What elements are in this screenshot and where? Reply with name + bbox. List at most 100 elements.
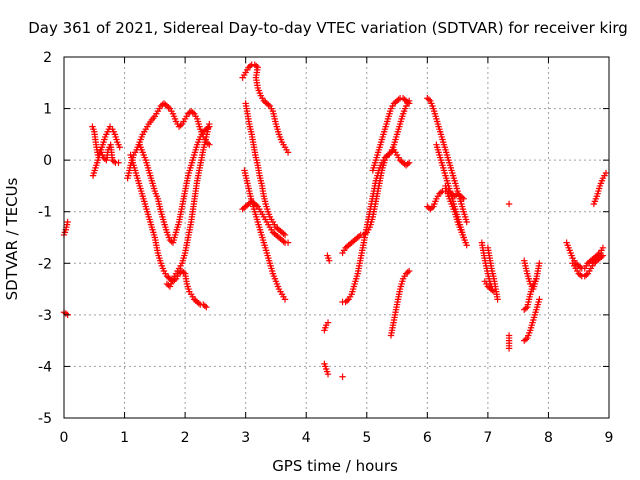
data-point xyxy=(165,104,172,111)
y-tick-label: 2 xyxy=(43,50,52,66)
y-tick-label: -5 xyxy=(38,411,52,427)
data-point xyxy=(326,257,333,264)
data-point xyxy=(536,296,543,303)
data-series-p xyxy=(339,373,346,380)
data-point xyxy=(253,202,260,209)
y-tick-label: -4 xyxy=(38,359,52,375)
y-tick-label: -3 xyxy=(38,308,52,324)
data-point xyxy=(201,302,208,310)
x-tick-label: 6 xyxy=(423,430,432,446)
data-series-a xyxy=(60,218,71,239)
data-series-t xyxy=(387,267,413,339)
data-point xyxy=(362,230,369,237)
data-point xyxy=(404,160,411,168)
data-point xyxy=(356,233,363,240)
data-point xyxy=(324,319,332,326)
chart-title: Day 361 of 2021, Sidereal Day-to-day VTE… xyxy=(28,19,628,37)
plot-frame xyxy=(63,56,610,419)
data-point xyxy=(265,101,272,108)
x-axis-label: GPS time / hours xyxy=(272,457,398,475)
x-tick-label: 9 xyxy=(605,430,614,446)
y-tick-label: -2 xyxy=(38,256,52,272)
data-series-aa xyxy=(481,278,498,295)
data-point xyxy=(533,275,540,282)
x-tick-label: 2 xyxy=(181,430,190,446)
data-point xyxy=(116,144,123,151)
data-point xyxy=(404,269,411,276)
data-point xyxy=(536,260,543,267)
data-series-g xyxy=(136,123,213,246)
y-axis-label: SDTVAR / TECUs xyxy=(3,177,21,300)
data-point xyxy=(189,109,196,116)
data-point xyxy=(458,194,466,201)
data-series-o xyxy=(321,360,332,378)
data-point xyxy=(395,96,402,103)
data-point xyxy=(599,252,607,259)
data-point xyxy=(505,345,513,352)
data-series-i xyxy=(242,100,289,239)
data-series-ab xyxy=(505,200,513,208)
data-point xyxy=(281,231,289,239)
data-series-m xyxy=(324,252,333,264)
data-point xyxy=(428,204,436,212)
data-series-j xyxy=(239,61,292,156)
x-tick-label: 5 xyxy=(362,430,371,446)
data-series-d xyxy=(89,123,123,179)
x-tick-label: 7 xyxy=(483,430,492,446)
data-series-ae xyxy=(521,275,540,313)
data-point xyxy=(280,230,287,237)
data-point xyxy=(206,120,213,128)
data-point xyxy=(522,305,529,312)
data-point xyxy=(280,238,287,245)
data-series-l xyxy=(241,167,289,303)
data-point xyxy=(253,62,260,70)
data-point xyxy=(284,149,292,156)
data-point xyxy=(404,98,411,106)
data-point xyxy=(489,287,496,294)
data-layer xyxy=(60,61,610,380)
data-point xyxy=(389,147,396,155)
data-point xyxy=(577,263,584,271)
data-point xyxy=(284,239,292,246)
data-point xyxy=(180,269,187,276)
data-point xyxy=(64,218,71,226)
data-series-ah xyxy=(569,252,607,280)
data-point xyxy=(505,200,513,208)
data-point xyxy=(195,300,202,307)
data-series-h xyxy=(163,120,213,290)
data-series-af xyxy=(521,296,543,344)
grid-layer xyxy=(64,57,609,418)
x-tick-label: 4 xyxy=(302,430,311,446)
data-series-r xyxy=(339,146,413,257)
data-point xyxy=(602,169,610,177)
data-point xyxy=(405,159,413,166)
data-point xyxy=(177,122,184,129)
data-point xyxy=(599,244,607,252)
data-point xyxy=(463,242,470,249)
x-tick-label: 0 xyxy=(60,430,69,446)
data-point xyxy=(522,336,529,343)
x-tick-label: 8 xyxy=(544,430,553,446)
data-point xyxy=(460,195,467,203)
data-series-ac xyxy=(505,332,513,352)
data-point xyxy=(494,296,501,303)
data-point xyxy=(598,253,605,261)
data-point xyxy=(425,96,433,103)
data-series-u xyxy=(424,95,470,226)
data-series-b xyxy=(60,309,71,319)
x-tick-label: 3 xyxy=(241,430,250,446)
data-point xyxy=(343,297,351,304)
data-point xyxy=(437,189,445,196)
y-tick-label: 1 xyxy=(43,102,52,118)
data-series-n xyxy=(321,319,332,334)
data-point xyxy=(490,288,498,295)
y-tick-label: 0 xyxy=(43,153,52,169)
data-point xyxy=(324,370,332,378)
data-point xyxy=(115,159,122,166)
data-series-ai xyxy=(590,169,610,208)
data-point xyxy=(247,62,254,70)
data-series-z xyxy=(484,244,501,303)
tick-layer: 0 1 2 3 4 5 6 7 8 9 2 1 0 -1 -2 -3 -4 -5 xyxy=(38,50,613,446)
data-point xyxy=(577,271,584,279)
